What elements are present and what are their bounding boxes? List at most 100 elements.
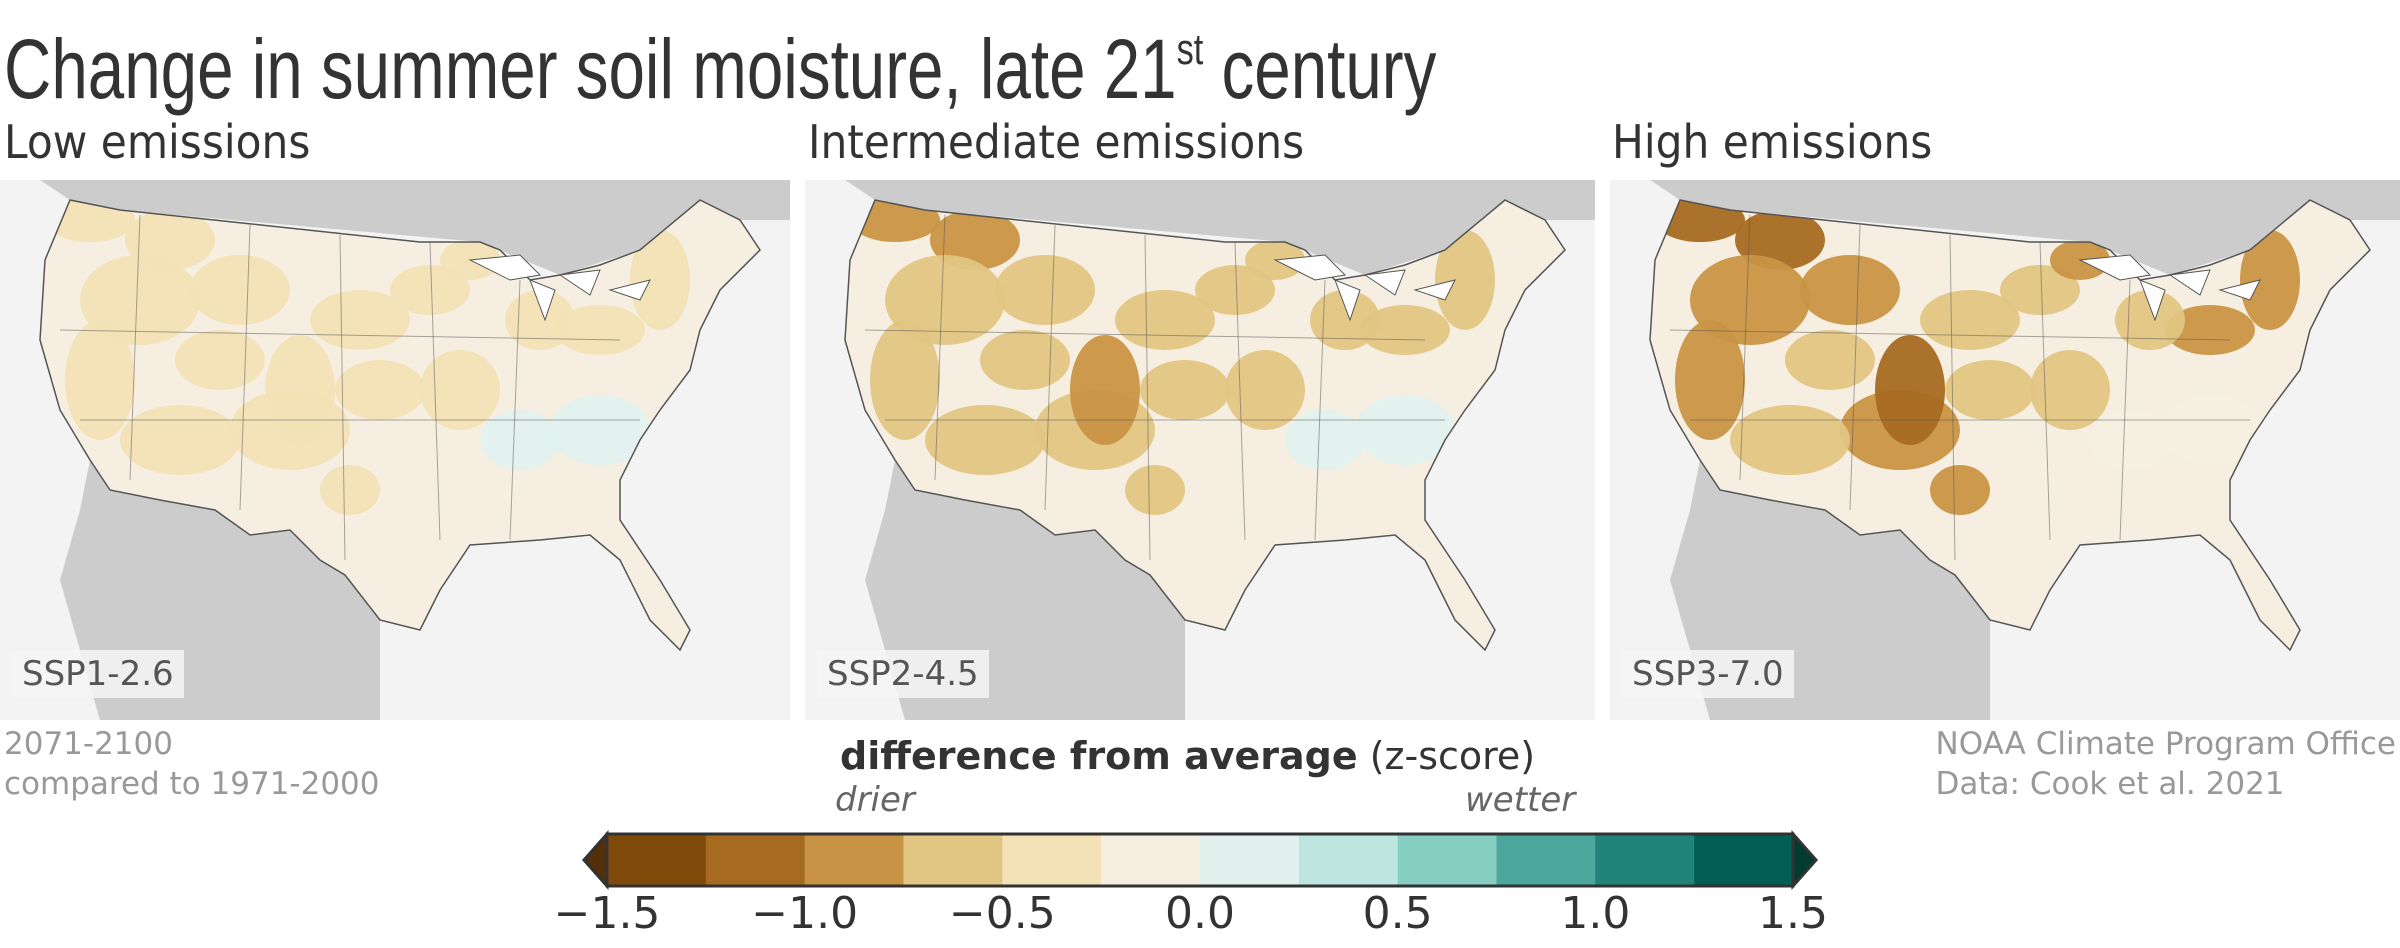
title-suffix: century [1203, 22, 1437, 116]
moisture-anomaly-region [1930, 465, 1990, 515]
moisture-anomaly-region [320, 465, 380, 515]
state-border [934, 214, 946, 481]
moisture-anomaly-region [265, 335, 335, 445]
map-low [0, 180, 790, 720]
moisture-anomaly-region [420, 350, 500, 430]
us-border [39, 199, 761, 652]
moisture-anomaly-region [1735, 210, 1825, 270]
state-border [1314, 279, 1326, 541]
legend-drier-label: drier [835, 780, 915, 820]
colorbar-frame [605, 832, 1795, 888]
map-high [1610, 180, 2400, 720]
state-border [59, 329, 621, 341]
title-superscript: st [1176, 25, 1204, 74]
moisture-anomaly-region [1195, 265, 1275, 315]
moisture-anomaly-region [1945, 360, 2035, 420]
state-border [1234, 241, 1246, 541]
moisture-anomaly-region [555, 305, 645, 355]
panel-title-intermediate: Intermediate emissions [808, 115, 1305, 169]
colorbar-tick-label: 1.0 [1560, 888, 1631, 939]
colorbar-bin [1101, 834, 1201, 886]
state-border [1669, 329, 2231, 341]
state-border [1949, 234, 1956, 561]
canada-landmass [805, 180, 1595, 275]
title-text: Change in summer soil moisture, late 21 [4, 22, 1177, 116]
period-line2: compared to 1971-2000 [4, 766, 380, 802]
moisture-anomaly-region [930, 210, 1020, 270]
moisture-anomaly-region [2240, 230, 2300, 330]
us-border [1649, 199, 2371, 652]
colorbar-tick-label: 1.5 [1758, 888, 1828, 939]
state-border [129, 214, 141, 481]
colorbar-bin [1298, 834, 1399, 886]
moisture-anomaly-region [1875, 335, 1945, 445]
moisture-anomaly-region [2000, 265, 2080, 315]
moisture-anomaly-region [2090, 410, 2170, 470]
state-border [509, 279, 521, 541]
moisture-anomaly-region [80, 255, 200, 345]
great-lakes [468, 254, 651, 322]
colorbar-bin [1694, 834, 1794, 886]
moisture-anomaly-region [2165, 305, 2255, 355]
colorbar-tick-label: −0.5 [948, 888, 1056, 939]
credit-line2: Data: Cook et al. 2021 [1935, 766, 2285, 802]
colorbar-bin [1595, 834, 1695, 886]
panel-title-high: High emissions [1612, 115, 1933, 169]
moisture-anomaly-region [65, 320, 135, 440]
colorbar-bin [903, 834, 1003, 886]
credit-note: NOAA Climate Program Office Data: Cook et… [1936, 724, 2396, 804]
moisture-anomaly-region [125, 210, 215, 270]
moisture-anomaly-region [2115, 290, 2185, 350]
moisture-anomaly-region [1225, 350, 1305, 430]
state-border [339, 234, 346, 561]
state-border [2039, 241, 2051, 541]
colorbar-tick-label: 0.5 [1362, 888, 1433, 939]
moisture-anomaly-region [1285, 410, 1365, 470]
state-border [1044, 224, 1056, 511]
moisture-anomaly-region [1435, 230, 1495, 330]
moisture-anomaly-region [1800, 255, 1900, 325]
moisture-anomaly-region [335, 360, 425, 420]
moisture-anomaly-region [630, 230, 690, 330]
moisture-anomaly-region [480, 410, 560, 470]
great-lakes [1273, 254, 1456, 322]
map-intermediate [805, 180, 1595, 720]
colorbar-under-arrow [581, 830, 609, 890]
moisture-anomaly-region [1785, 330, 1875, 390]
colorbar-bin [804, 834, 904, 886]
moisture-anomaly-region [885, 255, 1005, 345]
map-panel-high: SSP3-7.0 [1610, 180, 2400, 720]
map-panel-intermediate: SSP2-4.5 [805, 180, 1595, 720]
legend-wetter-label: wetter [1465, 780, 1576, 820]
moisture-anomaly-region [925, 405, 1045, 475]
colorbar-bin [1397, 834, 1497, 886]
moisture-anomaly-region [1355, 395, 1455, 465]
moisture-anomaly-region [995, 255, 1095, 325]
moisture-anomaly-region [1360, 305, 1450, 355]
moisture-anomaly-region [1070, 335, 1140, 445]
state-border [239, 224, 251, 511]
colorbar-tick-label: −1.5 [553, 888, 661, 939]
canada-landmass [1610, 180, 2400, 275]
moisture-anomaly-region [1690, 255, 1810, 345]
colorbar [581, 830, 1819, 890]
moisture-anomaly-region [1140, 360, 1230, 420]
period-line1: 2071-2100 [4, 726, 173, 762]
moisture-anomaly-region [1730, 405, 1850, 475]
us-border [844, 199, 1566, 652]
moisture-anomaly-region [120, 405, 240, 475]
moisture-anomaly-region [2030, 350, 2110, 430]
moisture-anomaly-region [550, 395, 650, 465]
great-lakes [2078, 254, 2261, 322]
moisture-anomaly-region [175, 330, 265, 390]
panel-title-low: Low emissions [4, 115, 311, 169]
state-border [1739, 214, 1751, 481]
state-border [1849, 224, 1861, 511]
moisture-anomaly-region [2160, 395, 2260, 465]
moisture-anomaly-region [390, 265, 470, 315]
colorbar-bin [705, 834, 806, 886]
moisture-anomaly-region [505, 290, 575, 350]
scenario-label: SSP1-2.6 [12, 650, 184, 698]
canada-landmass [0, 180, 790, 275]
moisture-anomaly-region [980, 330, 1070, 390]
